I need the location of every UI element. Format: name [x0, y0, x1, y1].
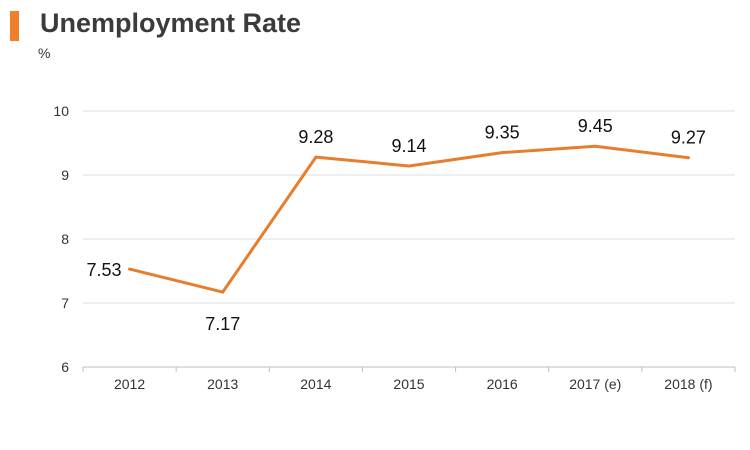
- data-labels: 7.53 7.17 9.28 9.14 9.35 9.45 9.27: [87, 116, 706, 334]
- y-tick-label: 6: [61, 359, 69, 375]
- data-label: 9.28: [298, 127, 333, 147]
- title-accent-bar: [10, 11, 19, 41]
- data-label: 9.27: [671, 128, 706, 148]
- x-axis-ticks: 2012 2013 2014 2015 2016 2017 (e) 2018 (f): [82, 367, 736, 392]
- gridlines: [83, 110, 735, 368]
- x-tick-label: 2012: [114, 376, 145, 392]
- x-tick-label: 2013: [207, 376, 238, 392]
- data-point: [221, 290, 225, 294]
- series-line: [128, 144, 690, 294]
- data-label: 9.14: [391, 136, 426, 156]
- y-axis-unit: %: [38, 45, 51, 61]
- y-tick-label: 9: [61, 167, 69, 183]
- series-layer: [128, 144, 690, 294]
- data-point: [407, 164, 411, 168]
- data-point: [593, 144, 597, 148]
- data-label: 9.45: [578, 116, 613, 136]
- data-label: 7.53: [87, 260, 122, 280]
- y-tick-label: 10: [53, 103, 69, 119]
- x-tick-label: 2014: [300, 376, 331, 392]
- data-label: 7.17: [205, 314, 240, 334]
- x-tick-label: 2017 (e): [569, 376, 621, 392]
- y-tick-label: 7: [61, 295, 69, 311]
- data-point: [500, 151, 504, 155]
- data-point: [686, 156, 690, 160]
- x-tick-label: 2018 (f): [664, 376, 712, 392]
- data-label: 9.35: [485, 123, 520, 143]
- y-axis-ticks: 6 7 8 9 10: [53, 103, 69, 375]
- data-point: [314, 155, 318, 159]
- x-tick-label: 2015: [393, 376, 424, 392]
- x-tick-label: 2016: [487, 376, 518, 392]
- chart-title: Unemployment Rate: [40, 8, 302, 38]
- data-point: [128, 267, 132, 271]
- y-tick-label: 8: [61, 231, 69, 247]
